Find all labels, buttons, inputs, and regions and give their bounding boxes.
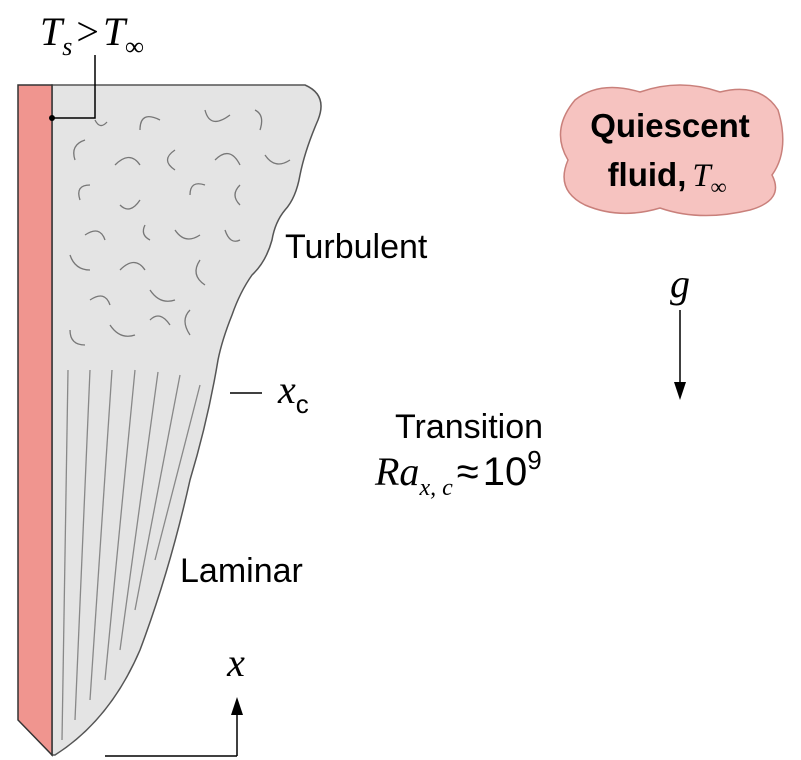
- subscript: s: [62, 32, 72, 61]
- relation: ≈: [457, 450, 479, 494]
- symbol: T: [40, 9, 65, 54]
- transition-label: Transition: [395, 408, 543, 446]
- diagram: Ts>T∞ Quiescent fluid,T∞ Turbulent g xc …: [0, 0, 801, 760]
- subscript: ∞: [711, 174, 727, 199]
- symbol: Ra: [374, 449, 419, 494]
- page: Ts>T∞ Quiescent fluid,T∞ Turbulent g xc …: [0, 0, 801, 760]
- relation: >: [76, 9, 99, 54]
- subscript: c: [296, 389, 309, 419]
- heated-plate: [18, 85, 52, 755]
- surface-temperature: Ts>T∞: [40, 9, 144, 61]
- subscript: ∞: [125, 32, 144, 61]
- turbulent-label: Turbulent: [285, 228, 428, 266]
- surface-dot: [49, 115, 55, 121]
- ambient-line1: Quiescent: [590, 107, 750, 144]
- gravity-label: g: [670, 261, 690, 306]
- text: fluid,: [608, 156, 687, 193]
- symbol: T: [103, 9, 128, 54]
- transition-criterion: Rax, c≈109: [374, 445, 542, 501]
- boundary-layer: [52, 85, 321, 755]
- subscript: x, c: [418, 475, 453, 501]
- gravity-arrowhead: [674, 382, 686, 400]
- laminar-label: Laminar: [180, 552, 303, 590]
- exponent: 9: [527, 445, 541, 475]
- x-axis-label: x: [226, 640, 245, 685]
- xc-label: xc: [277, 367, 309, 419]
- ambient-line2: fluid,T∞: [608, 156, 727, 199]
- ambient-cloud: [560, 85, 782, 216]
- symbol: x: [277, 367, 296, 412]
- value: 10: [483, 450, 528, 494]
- x-arrowhead: [231, 697, 243, 715]
